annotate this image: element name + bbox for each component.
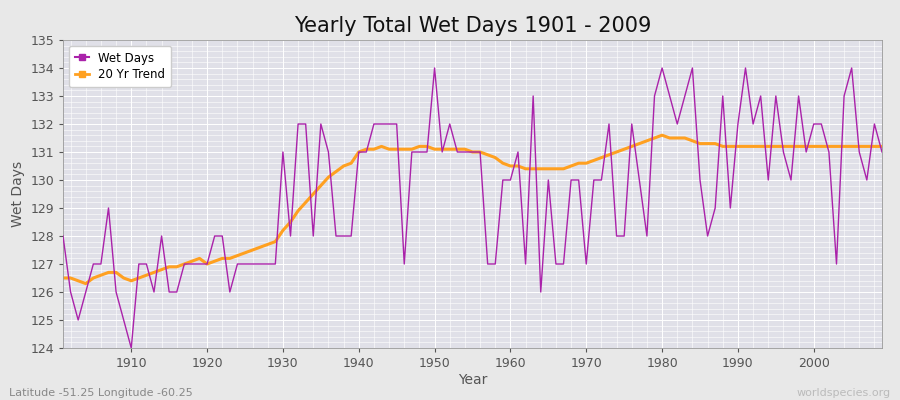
Text: worldspecies.org: worldspecies.org <box>796 388 891 398</box>
Text: Latitude -51.25 Longitude -60.25: Latitude -51.25 Longitude -60.25 <box>9 388 193 398</box>
Y-axis label: Wet Days: Wet Days <box>11 161 24 227</box>
Legend: Wet Days, 20 Yr Trend: Wet Days, 20 Yr Trend <box>69 46 171 87</box>
Title: Yearly Total Wet Days 1901 - 2009: Yearly Total Wet Days 1901 - 2009 <box>293 16 652 36</box>
X-axis label: Year: Year <box>458 373 487 387</box>
